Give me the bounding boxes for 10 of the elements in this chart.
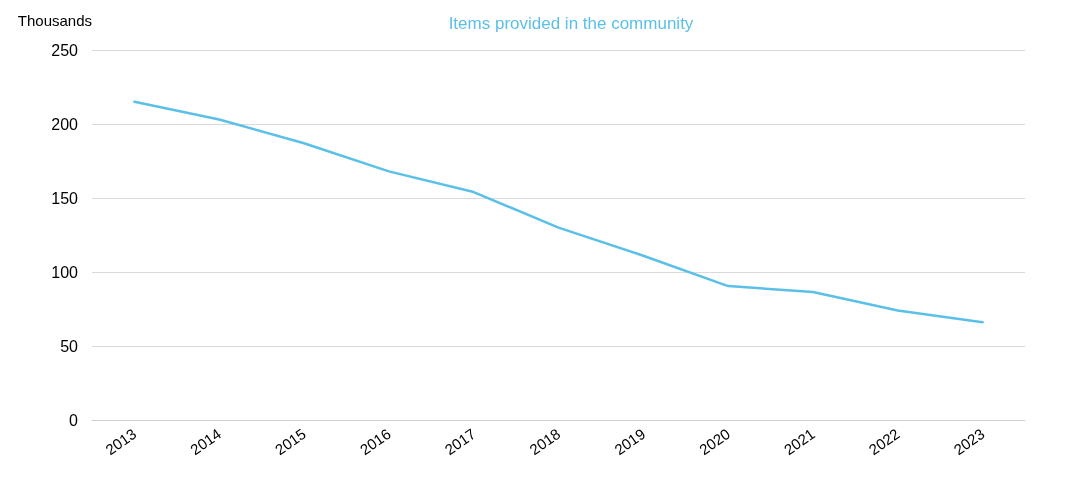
y-tick-label: 0: [69, 411, 79, 429]
line-series: [133, 100, 984, 324]
y-tick-label: 100: [51, 263, 79, 281]
y-tick-label: 250: [51, 41, 79, 59]
y-tick-label: 200: [51, 115, 79, 133]
y-tick-label: 50: [60, 337, 79, 355]
y-tick-label: 150: [51, 189, 79, 207]
chart-title: Items provided in the community: [448, 14, 694, 33]
y-axis-title: Thousands: [17, 12, 92, 29]
x-tick-label: 2021: [780, 425, 818, 459]
